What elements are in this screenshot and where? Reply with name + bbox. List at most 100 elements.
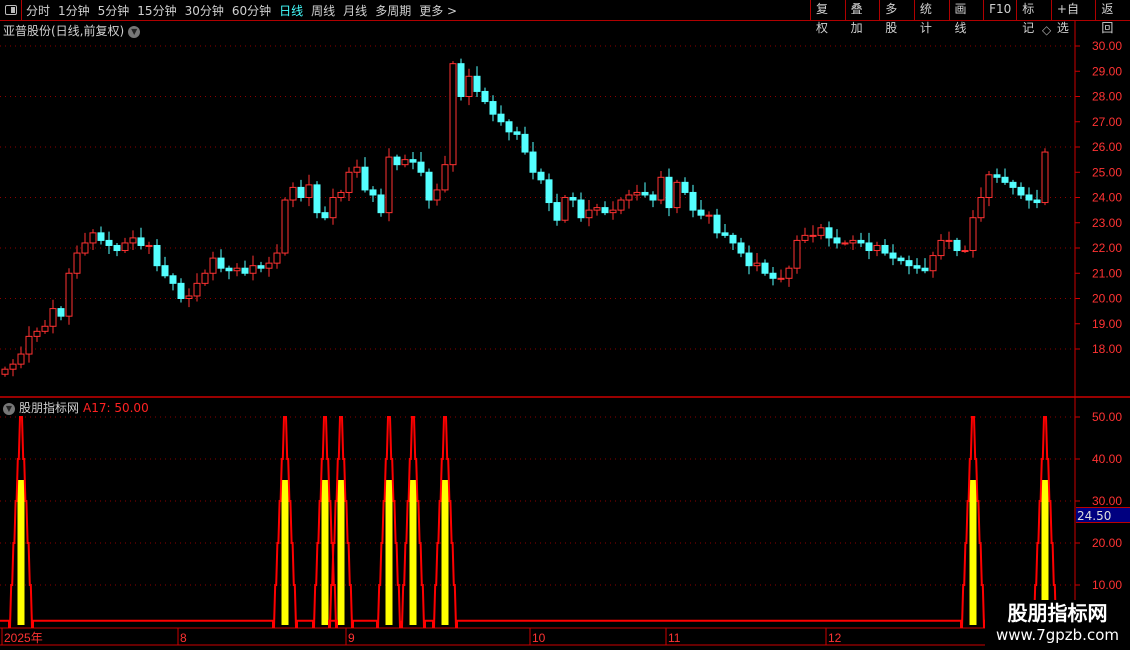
candle-up	[449, 63, 457, 166]
price-tick-label: 23.00	[1092, 216, 1122, 230]
toolbar-buttons: 复权 叠加 多股 统计 画线 F10 标记 +自选 返回	[810, 0, 1130, 35]
toolbar-button-4[interactable]: 画线	[948, 0, 984, 35]
candle-down	[689, 191, 697, 211]
toolbar-button-1[interactable]: 叠加	[844, 0, 880, 35]
candle-up	[753, 262, 761, 267]
toolbar-button-6[interactable]: 标记	[1016, 0, 1051, 35]
candle-down	[1001, 176, 1009, 183]
candle-down	[257, 265, 265, 269]
toolbar-button-3[interactable]: 统计	[913, 0, 949, 35]
tab-period-4[interactable]: 30分钟	[184, 4, 224, 18]
candle-down	[897, 257, 905, 262]
candle-down	[97, 232, 105, 241]
candle-down	[225, 267, 233, 272]
candle-down	[321, 212, 329, 219]
candle-down	[1033, 199, 1041, 204]
candle-down	[497, 113, 505, 123]
tab-period-8[interactable]: 月线	[343, 4, 368, 18]
candle-down	[697, 209, 705, 216]
candle-down	[473, 75, 481, 92]
toolbar-button-8[interactable]: 返回	[1095, 0, 1130, 35]
candle-up	[961, 250, 969, 253]
date-label: 2025年	[4, 631, 43, 645]
candle-down	[369, 189, 377, 196]
candle-down	[825, 227, 833, 239]
candle-up	[705, 214, 713, 217]
tab-period-0[interactable]: 分时	[26, 4, 51, 18]
tab-period-6[interactable]: 日线	[279, 4, 304, 18]
toolbar-button-7[interactable]: +自选	[1050, 0, 1096, 35]
candle-up	[345, 171, 353, 193]
candle-up	[265, 262, 273, 269]
tab-period-3[interactable]: 15分钟	[137, 4, 177, 18]
candle-down	[649, 194, 657, 201]
toolbar-button-5[interactable]: F10	[983, 0, 1016, 20]
candle-down	[169, 275, 177, 284]
candle-up	[441, 164, 449, 191]
candle-up	[233, 267, 241, 272]
candle-down	[545, 179, 553, 204]
candle-down	[297, 186, 305, 198]
price-tick-label: 27.00	[1092, 115, 1122, 129]
candle-up	[185, 295, 193, 300]
tab-period-1[interactable]: 1分钟	[58, 4, 90, 18]
candle-up	[633, 191, 641, 196]
candle-up	[25, 335, 33, 355]
candle-down	[481, 90, 489, 103]
candle-down	[537, 171, 545, 181]
toolbar-button-2[interactable]: 多股	[879, 0, 914, 35]
candle-up	[289, 186, 297, 201]
candle-down	[409, 159, 417, 163]
tab-period-2[interactable]: 5分钟	[97, 4, 130, 18]
indicator-name: 股朋指标网	[19, 401, 80, 415]
candle-down	[489, 101, 497, 115]
chevron-down-icon[interactable]: ▼	[3, 402, 15, 415]
tab-period-10[interactable]: 更多 >	[419, 4, 458, 18]
toolbar-button-0[interactable]: 复权	[810, 0, 845, 35]
candle-up	[433, 189, 441, 201]
candle-up	[785, 267, 793, 279]
candle-down	[665, 176, 673, 209]
diamond-icon[interactable]: ◇	[1042, 23, 1052, 37]
candle-down	[521, 133, 529, 153]
candle-down	[529, 151, 537, 173]
tab-period-5[interactable]: 60分钟	[231, 4, 272, 18]
candle-up	[849, 239, 857, 244]
stock-title: 亚普股份(日线,前复权)	[3, 24, 125, 38]
candle-up	[777, 277, 785, 280]
candle-up	[609, 209, 617, 214]
candle-down	[681, 181, 689, 193]
signal-bar	[17, 480, 25, 625]
price-tick-label: 21.00	[1092, 266, 1122, 280]
candle-down	[513, 131, 521, 135]
candle-up	[73, 252, 81, 274]
chevron-down-icon[interactable]: ▼	[128, 25, 141, 38]
date-label: 10	[532, 631, 546, 645]
candle-up	[89, 232, 97, 244]
candle-down	[737, 242, 745, 254]
price-tick-label: 26.00	[1092, 140, 1122, 154]
candle-down	[393, 156, 401, 166]
signal-bar	[385, 480, 393, 625]
tab-period-9[interactable]: 多周期	[375, 4, 412, 18]
indicator-tick-label: 20.00	[1092, 536, 1122, 550]
signal-bar	[281, 480, 289, 625]
price-tick-label: 20.00	[1092, 292, 1122, 306]
candle-down	[1017, 186, 1025, 196]
candle-up	[985, 174, 993, 198]
candle-down	[57, 308, 65, 317]
candle-down	[745, 252, 753, 267]
indicator-tick-label: 30.00	[1092, 494, 1122, 508]
candle-up	[817, 227, 825, 236]
candle-up	[81, 242, 89, 254]
indicator-title: ▼ 股朋指标网 A17: 50.00	[3, 399, 149, 416]
candle-up	[385, 156, 393, 214]
tab-period-7[interactable]: 周线	[311, 4, 336, 18]
price-tick-label: 22.00	[1092, 241, 1122, 255]
signal-bar	[409, 480, 417, 625]
candle-up	[273, 252, 281, 264]
panel-toggle-button[interactable]	[0, 0, 22, 20]
candle-up	[337, 191, 345, 198]
price-tick-label: 30.00	[1092, 39, 1122, 53]
